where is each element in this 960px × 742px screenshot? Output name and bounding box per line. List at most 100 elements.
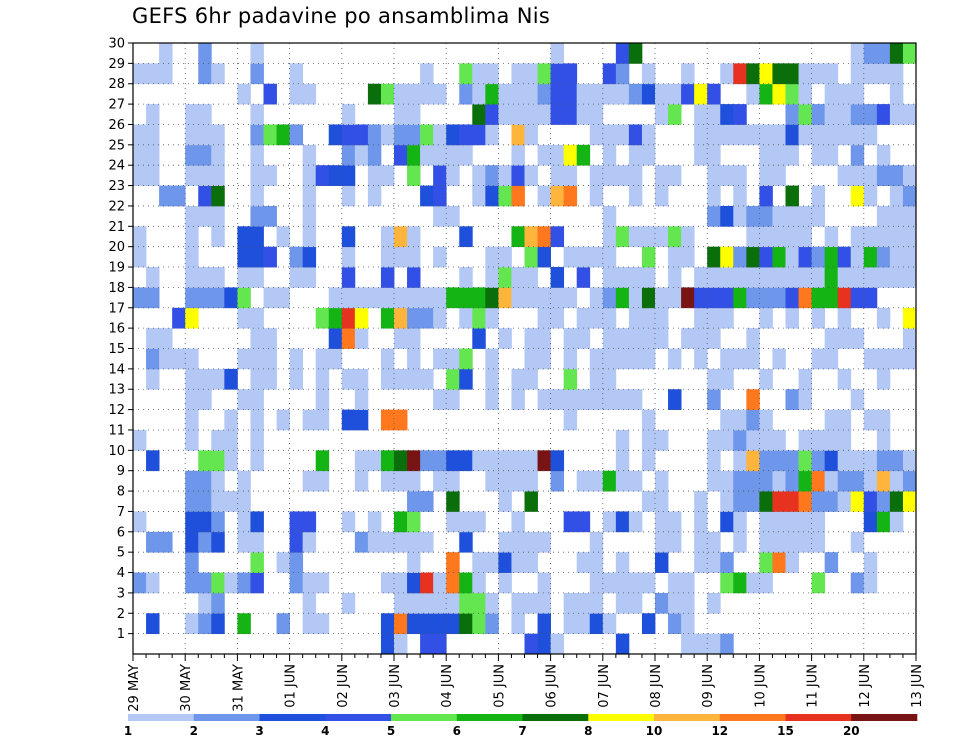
heatmap-cell bbox=[563, 185, 578, 207]
heatmap-cell bbox=[433, 389, 447, 410]
heatmap-cell bbox=[837, 491, 852, 512]
heatmap-cell bbox=[811, 531, 826, 553]
heatmap-cell bbox=[655, 470, 669, 492]
heatmap-cell bbox=[655, 104, 669, 125]
heatmap-cell bbox=[681, 633, 695, 655]
heatmap-cell bbox=[785, 226, 799, 248]
heatmap-cell bbox=[459, 83, 473, 105]
heatmap-cell bbox=[889, 491, 904, 512]
heatmap-cell bbox=[407, 348, 421, 370]
x-tick-label: 11 JUN bbox=[806, 664, 821, 708]
heatmap-cell bbox=[837, 104, 852, 125]
heatmap-cell bbox=[863, 185, 878, 207]
heatmap-cell bbox=[185, 287, 199, 309]
heatmap-cell bbox=[146, 368, 160, 390]
heatmap-cell bbox=[759, 429, 773, 451]
heatmap-cell bbox=[655, 185, 669, 207]
heatmap-cell bbox=[798, 287, 812, 309]
heatmap-cell bbox=[863, 450, 878, 472]
heatmap-cell bbox=[641, 83, 656, 105]
x-tick-label: 02 JUN bbox=[336, 664, 351, 708]
heatmap-cell bbox=[446, 470, 460, 492]
heatmap-cell bbox=[420, 368, 434, 390]
heatmap-cell bbox=[263, 287, 277, 309]
heatmap-cell bbox=[237, 531, 251, 553]
heatmap-cell bbox=[354, 328, 369, 349]
colorbar-swatch bbox=[456, 714, 523, 721]
colorbar-swatch bbox=[588, 714, 655, 721]
heatmap-cell bbox=[876, 491, 891, 512]
heatmap-cell bbox=[733, 205, 747, 227]
heatmap-cell bbox=[498, 328, 512, 349]
heatmap-cell bbox=[133, 165, 147, 186]
heatmap-cell bbox=[289, 124, 304, 146]
heatmap-cell bbox=[185, 267, 199, 288]
heatmap-cell bbox=[328, 124, 343, 146]
y-tick-label: 22 bbox=[108, 199, 125, 214]
heatmap-cell bbox=[589, 592, 604, 614]
heatmap-cell bbox=[224, 429, 238, 451]
heatmap-cell bbox=[811, 267, 826, 288]
heatmap-cell bbox=[537, 348, 551, 370]
heatmap-cell bbox=[707, 124, 721, 146]
heatmap-cell bbox=[328, 307, 343, 329]
heatmap-cell bbox=[394, 246, 408, 268]
heatmap-cell bbox=[341, 368, 356, 390]
heatmap-cell bbox=[694, 267, 708, 288]
y-tick-label: 19 bbox=[108, 261, 125, 276]
heatmap-cell bbox=[224, 572, 238, 594]
heatmap-cell bbox=[341, 328, 356, 349]
heatmap-cell bbox=[498, 104, 512, 125]
heatmap-cell bbox=[420, 572, 434, 594]
heatmap-cell bbox=[341, 307, 356, 329]
heatmap-cell bbox=[237, 226, 251, 248]
heatmap-cell bbox=[367, 144, 382, 166]
heatmap-cell bbox=[407, 592, 421, 614]
heatmap-cell bbox=[472, 124, 486, 146]
heatmap-cell bbox=[550, 287, 565, 309]
heatmap-cell bbox=[380, 165, 395, 186]
colorbar-swatch bbox=[259, 714, 326, 721]
heatmap-cell bbox=[720, 368, 734, 390]
heatmap-cell bbox=[850, 124, 865, 146]
colorbar-label: 20 bbox=[843, 724, 860, 738]
heatmap-cell bbox=[394, 104, 408, 125]
heatmap-cell bbox=[876, 43, 891, 64]
heatmap-cell bbox=[876, 205, 891, 227]
heatmap-cell bbox=[772, 470, 786, 492]
heatmap-cell bbox=[720, 63, 734, 85]
heatmap-cell bbox=[707, 267, 721, 288]
heatmap-cell bbox=[785, 83, 799, 105]
heatmap-cell bbox=[746, 470, 760, 492]
heatmap-cell bbox=[615, 124, 630, 146]
heatmap-cell bbox=[641, 63, 656, 85]
heatmap-cell bbox=[876, 267, 891, 288]
heatmap-cell bbox=[198, 491, 212, 512]
heatmap-cell bbox=[198, 592, 212, 614]
heatmap-cell bbox=[720, 124, 734, 146]
heatmap-cell bbox=[407, 368, 421, 390]
heatmap-cell bbox=[407, 328, 421, 349]
heatmap-cell bbox=[889, 348, 904, 370]
heatmap-cell bbox=[498, 185, 512, 207]
heatmap-cell bbox=[889, 63, 904, 85]
x-tick-label: 07 JUN bbox=[597, 664, 612, 708]
heatmap-cell bbox=[211, 165, 225, 186]
heatmap-cell bbox=[811, 246, 826, 268]
heatmap-cell bbox=[276, 552, 290, 573]
heatmap-cell bbox=[472, 328, 486, 349]
heatmap-cell bbox=[863, 348, 878, 370]
heatmap-cell bbox=[733, 124, 747, 146]
heatmap-cell bbox=[746, 205, 760, 227]
heatmap-cell bbox=[863, 165, 878, 186]
heatmap-cell bbox=[433, 144, 447, 166]
heatmap-cell bbox=[563, 409, 578, 431]
heatmap-cell bbox=[446, 348, 460, 370]
heatmap-cell bbox=[889, 83, 904, 105]
heatmap-cell bbox=[302, 185, 317, 207]
heatmap-cell bbox=[315, 470, 330, 492]
heatmap-cell bbox=[681, 246, 695, 268]
heatmap-cell bbox=[446, 511, 460, 533]
heatmap-cells bbox=[133, 43, 917, 655]
heatmap-cell bbox=[876, 246, 891, 268]
